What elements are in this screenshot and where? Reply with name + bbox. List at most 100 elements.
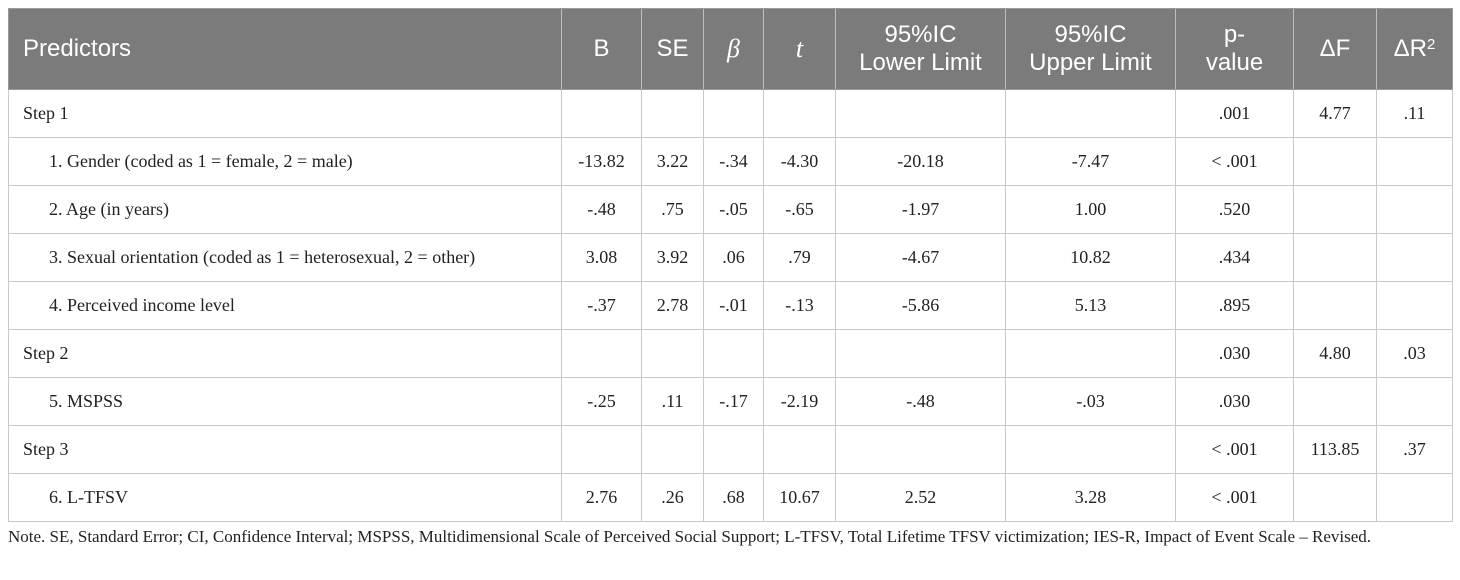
table-cell: .434 — [1175, 233, 1294, 282]
table-row: 2. Age (in years) -.48.75 -.05 -.65 -1.97 1.0… — [8, 185, 1453, 234]
table-cell: .11 — [641, 377, 704, 426]
table-note: Note. SE, Standard Error; CI, Confidence… — [8, 527, 1372, 546]
table-cell — [763, 329, 836, 378]
table-cell: 3.08 — [561, 233, 642, 282]
predictor-label: Step 2 — [8, 329, 562, 378]
regression-table: Predictors B SE β t 95%IC Lower Limit 95… — [8, 8, 1453, 522]
table-cell: -1.97 — [835, 185, 1006, 234]
table-cell — [1293, 377, 1377, 426]
header-p-value-line1: p- — [1223, 21, 1246, 48]
table-row: 1. Gender (coded as 1 = female, 2 = male… — [8, 137, 1453, 186]
table-cell: .68 — [703, 473, 764, 522]
table-cell — [1293, 281, 1377, 330]
table-row: 4. Perceived income level -.37 2.78 -.01 -.1… — [8, 281, 1453, 330]
table-cell: .37 — [1376, 425, 1453, 474]
table-cell — [1376, 137, 1453, 186]
table-cell: .75 — [641, 185, 704, 234]
header-ci-upper-line1: 95%IC — [1054, 21, 1127, 48]
table-cell — [1005, 89, 1176, 138]
table-cell — [1293, 233, 1377, 282]
table-cell: -.25 — [561, 377, 642, 426]
table-cell — [763, 425, 836, 474]
table-cell — [641, 329, 704, 378]
table-cell: -.01 — [703, 281, 764, 330]
table-cell: < .001 — [1175, 137, 1294, 186]
table-cell: -7.47 — [1005, 137, 1176, 186]
table-cell: 1.00 — [1005, 185, 1176, 234]
header-ci-lower-line2: Lower Limit — [859, 49, 982, 76]
table-cell: -4.30 — [763, 137, 836, 186]
table-cell: -.48 — [561, 185, 642, 234]
table-cell: .03 — [1376, 329, 1453, 378]
table-cell — [1005, 329, 1176, 378]
table-row: 3. Sexual orientation (coded as 1 = hete… — [8, 233, 1453, 282]
table-cell: 2.52 — [835, 473, 1006, 522]
header-p-value: p- value — [1175, 8, 1294, 90]
table-cell — [1376, 233, 1453, 282]
table-row: Step 1 .001 4.77.11 — [8, 89, 1453, 138]
table-cell: 113.85 — [1293, 425, 1377, 474]
table-cell — [763, 89, 836, 138]
table-cell: -.03 — [1005, 377, 1176, 426]
header-delta-r2-sup: 2 — [1427, 36, 1436, 53]
table-cell — [703, 425, 764, 474]
table-cell — [561, 425, 642, 474]
predictor-label: 1. Gender (coded as 1 = female, 2 = male… — [8, 137, 562, 186]
table-cell — [1293, 185, 1377, 234]
header-ci-lower-line1: 95%IC — [884, 21, 957, 48]
header-delta-r2: ΔR2 — [1376, 8, 1453, 90]
table-cell — [1376, 473, 1453, 522]
header-row: Predictors B SE β t 95%IC Lower Limit 95… — [8, 8, 1453, 90]
table-cell: 2.78 — [641, 281, 704, 330]
predictor-label: Step 3 — [8, 425, 562, 474]
header-ci-lower: 95%IC Lower Limit — [835, 8, 1006, 90]
regression-table-container: Predictors B SE β t 95%IC Lower Limit 95… — [8, 8, 1453, 522]
header-ci-upper: 95%IC Upper Limit — [1005, 8, 1176, 90]
table-cell — [703, 329, 764, 378]
table-cell — [1293, 137, 1377, 186]
table-cell: < .001 — [1175, 473, 1294, 522]
predictor-label: 2. Age (in years) — [8, 185, 562, 234]
table-cell: -2.19 — [763, 377, 836, 426]
table-cell: .06 — [703, 233, 764, 282]
predictor-label: 6. L-TFSV — [8, 473, 562, 522]
table-cell: < .001 — [1175, 425, 1294, 474]
table-cell: -.34 — [703, 137, 764, 186]
table-cell: 3.92 — [641, 233, 704, 282]
table-cell — [835, 425, 1006, 474]
table-cell: -.13 — [763, 281, 836, 330]
header-delta-r2-base: ΔR — [1393, 35, 1428, 62]
table-cell: -.48 — [835, 377, 1006, 426]
table-cell: -5.86 — [835, 281, 1006, 330]
table-cell: -20.18 — [835, 137, 1006, 186]
table-cell: 4.80 — [1293, 329, 1377, 378]
table-row: 5. MSPSS -.25.11 -.17 -2.19 -.48 -.03.030 — [8, 377, 1453, 426]
predictor-label: 4. Perceived income level — [8, 281, 562, 330]
header-p-value-line2: value — [1205, 49, 1264, 76]
table-cell: -.17 — [703, 377, 764, 426]
table-row: 6. L-TFSV 2.76.26.68 10.67 2.52 3.28 < .001 — [8, 473, 1453, 522]
table-cell — [561, 89, 642, 138]
table-cell: 10.67 — [763, 473, 836, 522]
table-cell: -.05 — [703, 185, 764, 234]
table-cell — [1376, 281, 1453, 330]
table-row: Step 2 .030 4.80.03 — [8, 329, 1453, 378]
table-cell: .895 — [1175, 281, 1294, 330]
table-cell: 4.77 — [1293, 89, 1377, 138]
table-cell — [641, 425, 704, 474]
predictor-label: 5. MSPSS — [8, 377, 562, 426]
table-cell: -4.67 — [835, 233, 1006, 282]
table-row: Step 3 < .001 113.85.37 — [8, 425, 1453, 474]
table-cell — [1005, 425, 1176, 474]
header-t: t — [763, 8, 836, 90]
table-cell: 10.82 — [1005, 233, 1176, 282]
header-ci-upper-line2: Upper Limit — [1029, 49, 1152, 76]
table-cell — [1376, 185, 1453, 234]
table-cell: 3.22 — [641, 137, 704, 186]
table-cell — [1293, 473, 1377, 522]
table-cell: 5.13 — [1005, 281, 1176, 330]
header-predictors: Predictors — [8, 8, 562, 90]
header-se: SE — [641, 8, 704, 90]
header-beta: β — [703, 8, 764, 90]
table-cell — [641, 89, 704, 138]
